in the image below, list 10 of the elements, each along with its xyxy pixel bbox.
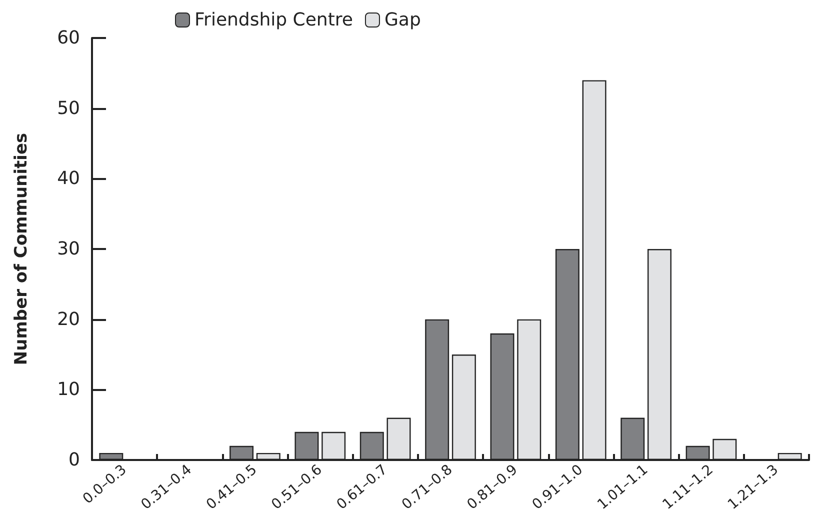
y-tick-label: 0 [68, 450, 80, 470]
legend-label: Gap [384, 10, 421, 30]
y-tick-label: 30 [57, 238, 80, 260]
y-tick-label: 50 [57, 98, 80, 119]
y-tick-label: 40 [57, 168, 80, 190]
y-axis-title: Number of Communities [12, 132, 32, 366]
y-tick-label: 60 [57, 28, 80, 48]
y-tick-label: 20 [57, 308, 80, 330]
legend-label: Friendship Centre [194, 10, 353, 30]
y-tick-label: 10 [57, 379, 80, 400]
